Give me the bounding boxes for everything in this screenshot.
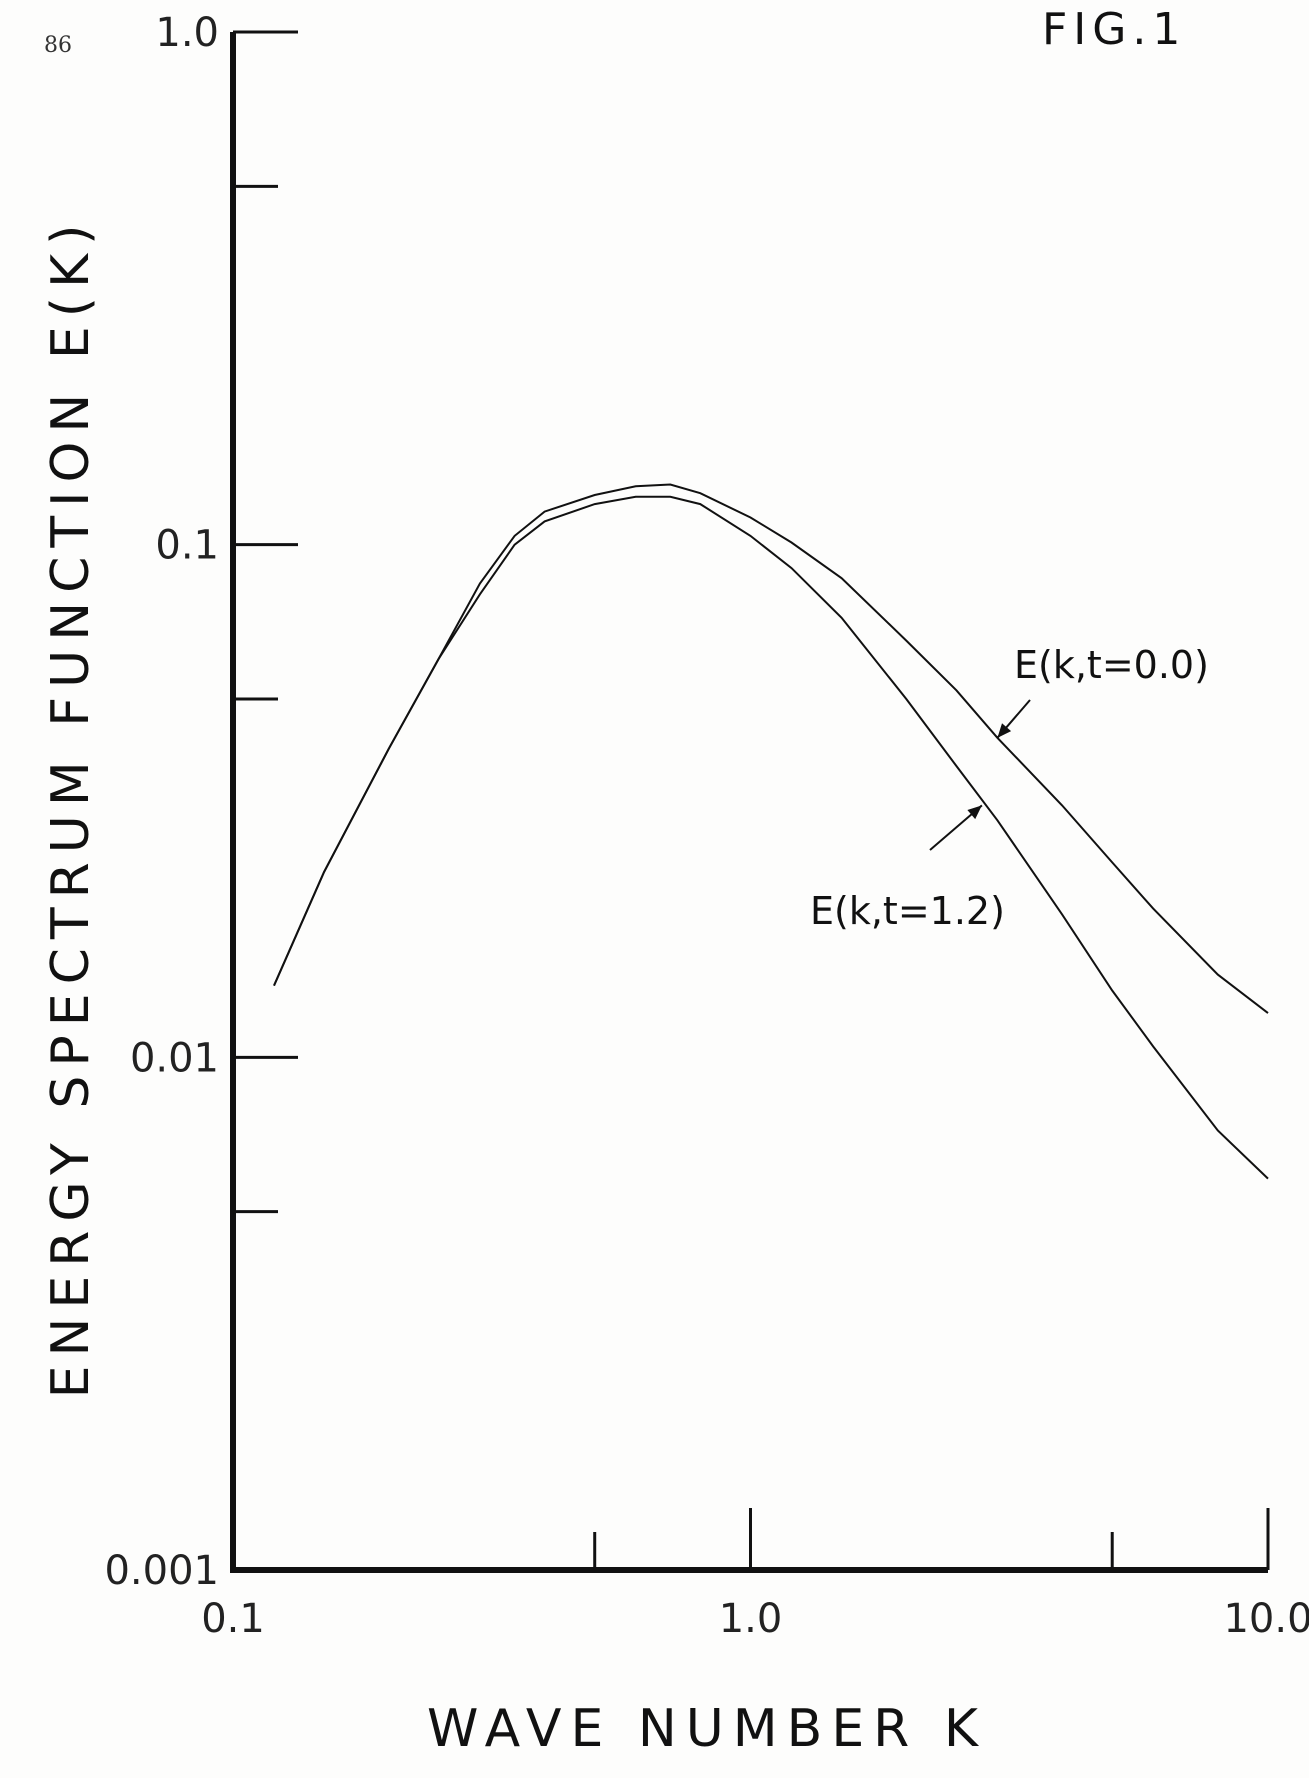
axes	[230, 32, 1268, 1573]
x-tick-label: 10.0	[1223, 1596, 1309, 1642]
series-label-0: E(k,t=0.0)	[1014, 643, 1209, 687]
tick-labels: 0.001 0.01 0.1 1.0 0.1 1.0 10.0	[104, 10, 1309, 1642]
arrowhead-0	[997, 723, 1012, 738]
x-tick-label: 1.0	[719, 1596, 783, 1642]
figure-label: FIG.1	[1042, 4, 1186, 55]
series-line-1	[273, 495, 1269, 1180]
y-tick-label: 0.1	[155, 523, 219, 569]
series-annotations: E(k,t=0.0) E(k,t=1.2)	[810, 643, 1209, 933]
y-tick-label: 0.01	[130, 1035, 219, 1081]
y-tick-label: 0.001	[104, 1548, 219, 1594]
series-lines	[273, 483, 1269, 1180]
x-axis-title: WAVE NUMBER K	[427, 1699, 987, 1759]
x-tick-label: 0.1	[201, 1596, 265, 1642]
y-axis-title: ENERGY SPECTRUM FUNCTION E(K)	[41, 216, 101, 1399]
tick-marks	[233, 30, 1270, 1570]
series-line-0	[273, 483, 1269, 1014]
page-number: 86	[44, 33, 72, 58]
y-tick-label: 1.0	[155, 10, 219, 56]
arrowhead-1	[967, 805, 982, 820]
series-label-1: E(k,t=1.2)	[810, 889, 1005, 933]
